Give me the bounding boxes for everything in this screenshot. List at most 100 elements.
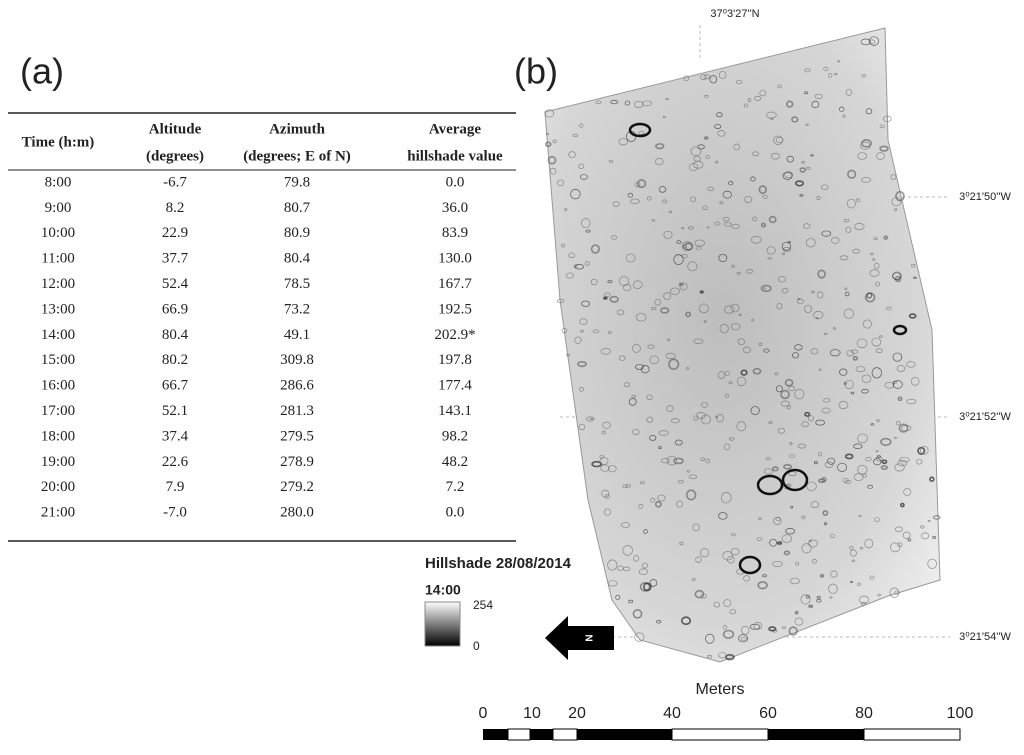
table-cell: 11:00	[41, 251, 75, 267]
terrain-speck	[654, 157, 664, 166]
terrain-speck	[566, 353, 570, 357]
terrain-speck	[592, 329, 600, 334]
terrain-speck	[666, 405, 674, 412]
terrain-speck	[839, 368, 848, 376]
terrain-speck	[681, 241, 693, 252]
terrain-speck	[901, 425, 912, 432]
terrain-speck	[602, 421, 611, 429]
terrain-speck	[794, 388, 805, 400]
terrain-speck	[857, 465, 868, 475]
terrain-speck	[649, 355, 659, 365]
terrain-speck	[564, 208, 568, 212]
table-cell: 9:00	[45, 200, 72, 216]
terrain-speck	[786, 155, 794, 163]
terrain-speck	[861, 74, 867, 78]
terrain-speck	[805, 238, 816, 248]
terrain-speck	[826, 457, 836, 465]
terrain-speck	[589, 417, 594, 421]
terrain-speck	[785, 100, 794, 108]
terrain-speck	[758, 342, 763, 346]
terrain-speck	[817, 478, 826, 484]
terrain-speck	[799, 193, 804, 197]
terrain-speck	[853, 443, 863, 449]
terrain-speck	[699, 548, 710, 558]
terrain-speck	[686, 367, 689, 370]
terrain-speck	[897, 396, 903, 402]
terrain-speck	[666, 455, 678, 466]
terrain-speck	[929, 476, 935, 483]
terrain-speck	[829, 533, 835, 539]
terrain-speck	[604, 494, 610, 499]
terrain-speck	[851, 559, 856, 563]
table-cell: 7.9	[166, 479, 185, 495]
terrain-speck	[833, 73, 838, 76]
terrain-speck	[794, 344, 803, 351]
terrain-speck	[723, 443, 731, 451]
table: Time (h:m) Altitude (degrees) Azimuth (degre…	[8, 112, 516, 542]
terrain-speck	[724, 393, 730, 398]
terrain-speck	[600, 464, 610, 472]
terrain-speck	[730, 303, 740, 313]
table-cell: 80.2	[162, 352, 188, 368]
scale-segment	[552, 728, 578, 741]
terrain-speck	[880, 437, 892, 447]
terrain-speck	[858, 514, 862, 517]
terrain-speck	[823, 66, 829, 71]
terrain-speck	[706, 655, 713, 659]
terrain-speck	[718, 512, 728, 520]
terrain-speck	[665, 97, 669, 101]
terrain-speck	[749, 623, 761, 630]
terrain-speck	[722, 190, 733, 199]
terrain-speck	[545, 132, 550, 136]
scale-segment	[863, 728, 961, 741]
terrain-speck	[632, 428, 640, 435]
terrain-speck	[837, 462, 848, 472]
terrain-speck	[787, 483, 792, 488]
table-cell: 0.0	[446, 174, 465, 190]
terrain-speck	[903, 488, 912, 497]
terrain-speck	[876, 455, 881, 458]
terrain-speck	[754, 95, 762, 101]
terrain-speck	[775, 136, 784, 143]
table-cell: 18:00	[41, 428, 75, 444]
terrain-speck	[590, 244, 600, 254]
terrain-speck	[703, 320, 707, 324]
terrain-speck	[829, 349, 841, 357]
terrain-speck	[868, 39, 876, 44]
terrain-speck	[580, 218, 591, 229]
terrain-speck	[770, 152, 780, 160]
table-cell: 22.9	[162, 225, 188, 241]
terrain-speck	[852, 248, 860, 254]
terrain-speck	[599, 454, 605, 459]
terrain-speck	[731, 532, 736, 537]
terrain-speck	[631, 394, 637, 399]
terrain-speck	[556, 179, 565, 187]
terrain-speck	[709, 75, 718, 84]
terrain-speck	[658, 186, 667, 193]
terrain-speck	[702, 205, 709, 211]
terrain-speck	[743, 575, 750, 582]
terrain-speck	[780, 400, 790, 407]
terrain-speck	[693, 415, 699, 421]
terrain-speck	[762, 574, 767, 578]
terrain-speck	[607, 580, 618, 587]
terrain-speck	[842, 114, 846, 118]
terrain-speck	[670, 287, 681, 295]
terrain-speck	[607, 559, 618, 571]
terrain-speck	[662, 116, 666, 119]
terrain-speck	[822, 510, 829, 516]
terrain-speck	[713, 601, 720, 608]
terrain-speck	[756, 537, 763, 541]
terrain-speck	[880, 465, 889, 470]
terrain-speck	[679, 541, 684, 546]
terrain-speck	[873, 237, 878, 241]
terrain-speck	[776, 541, 783, 545]
terrain-speck	[783, 464, 793, 470]
terrain-speck	[829, 596, 833, 599]
table-cell: 10:00	[41, 225, 75, 241]
table-cell: 280.0	[280, 505, 314, 521]
terrain-speck	[722, 216, 730, 222]
terrain-speck	[646, 394, 653, 401]
terrain-speck	[639, 582, 651, 592]
terrain-speck	[842, 477, 849, 483]
